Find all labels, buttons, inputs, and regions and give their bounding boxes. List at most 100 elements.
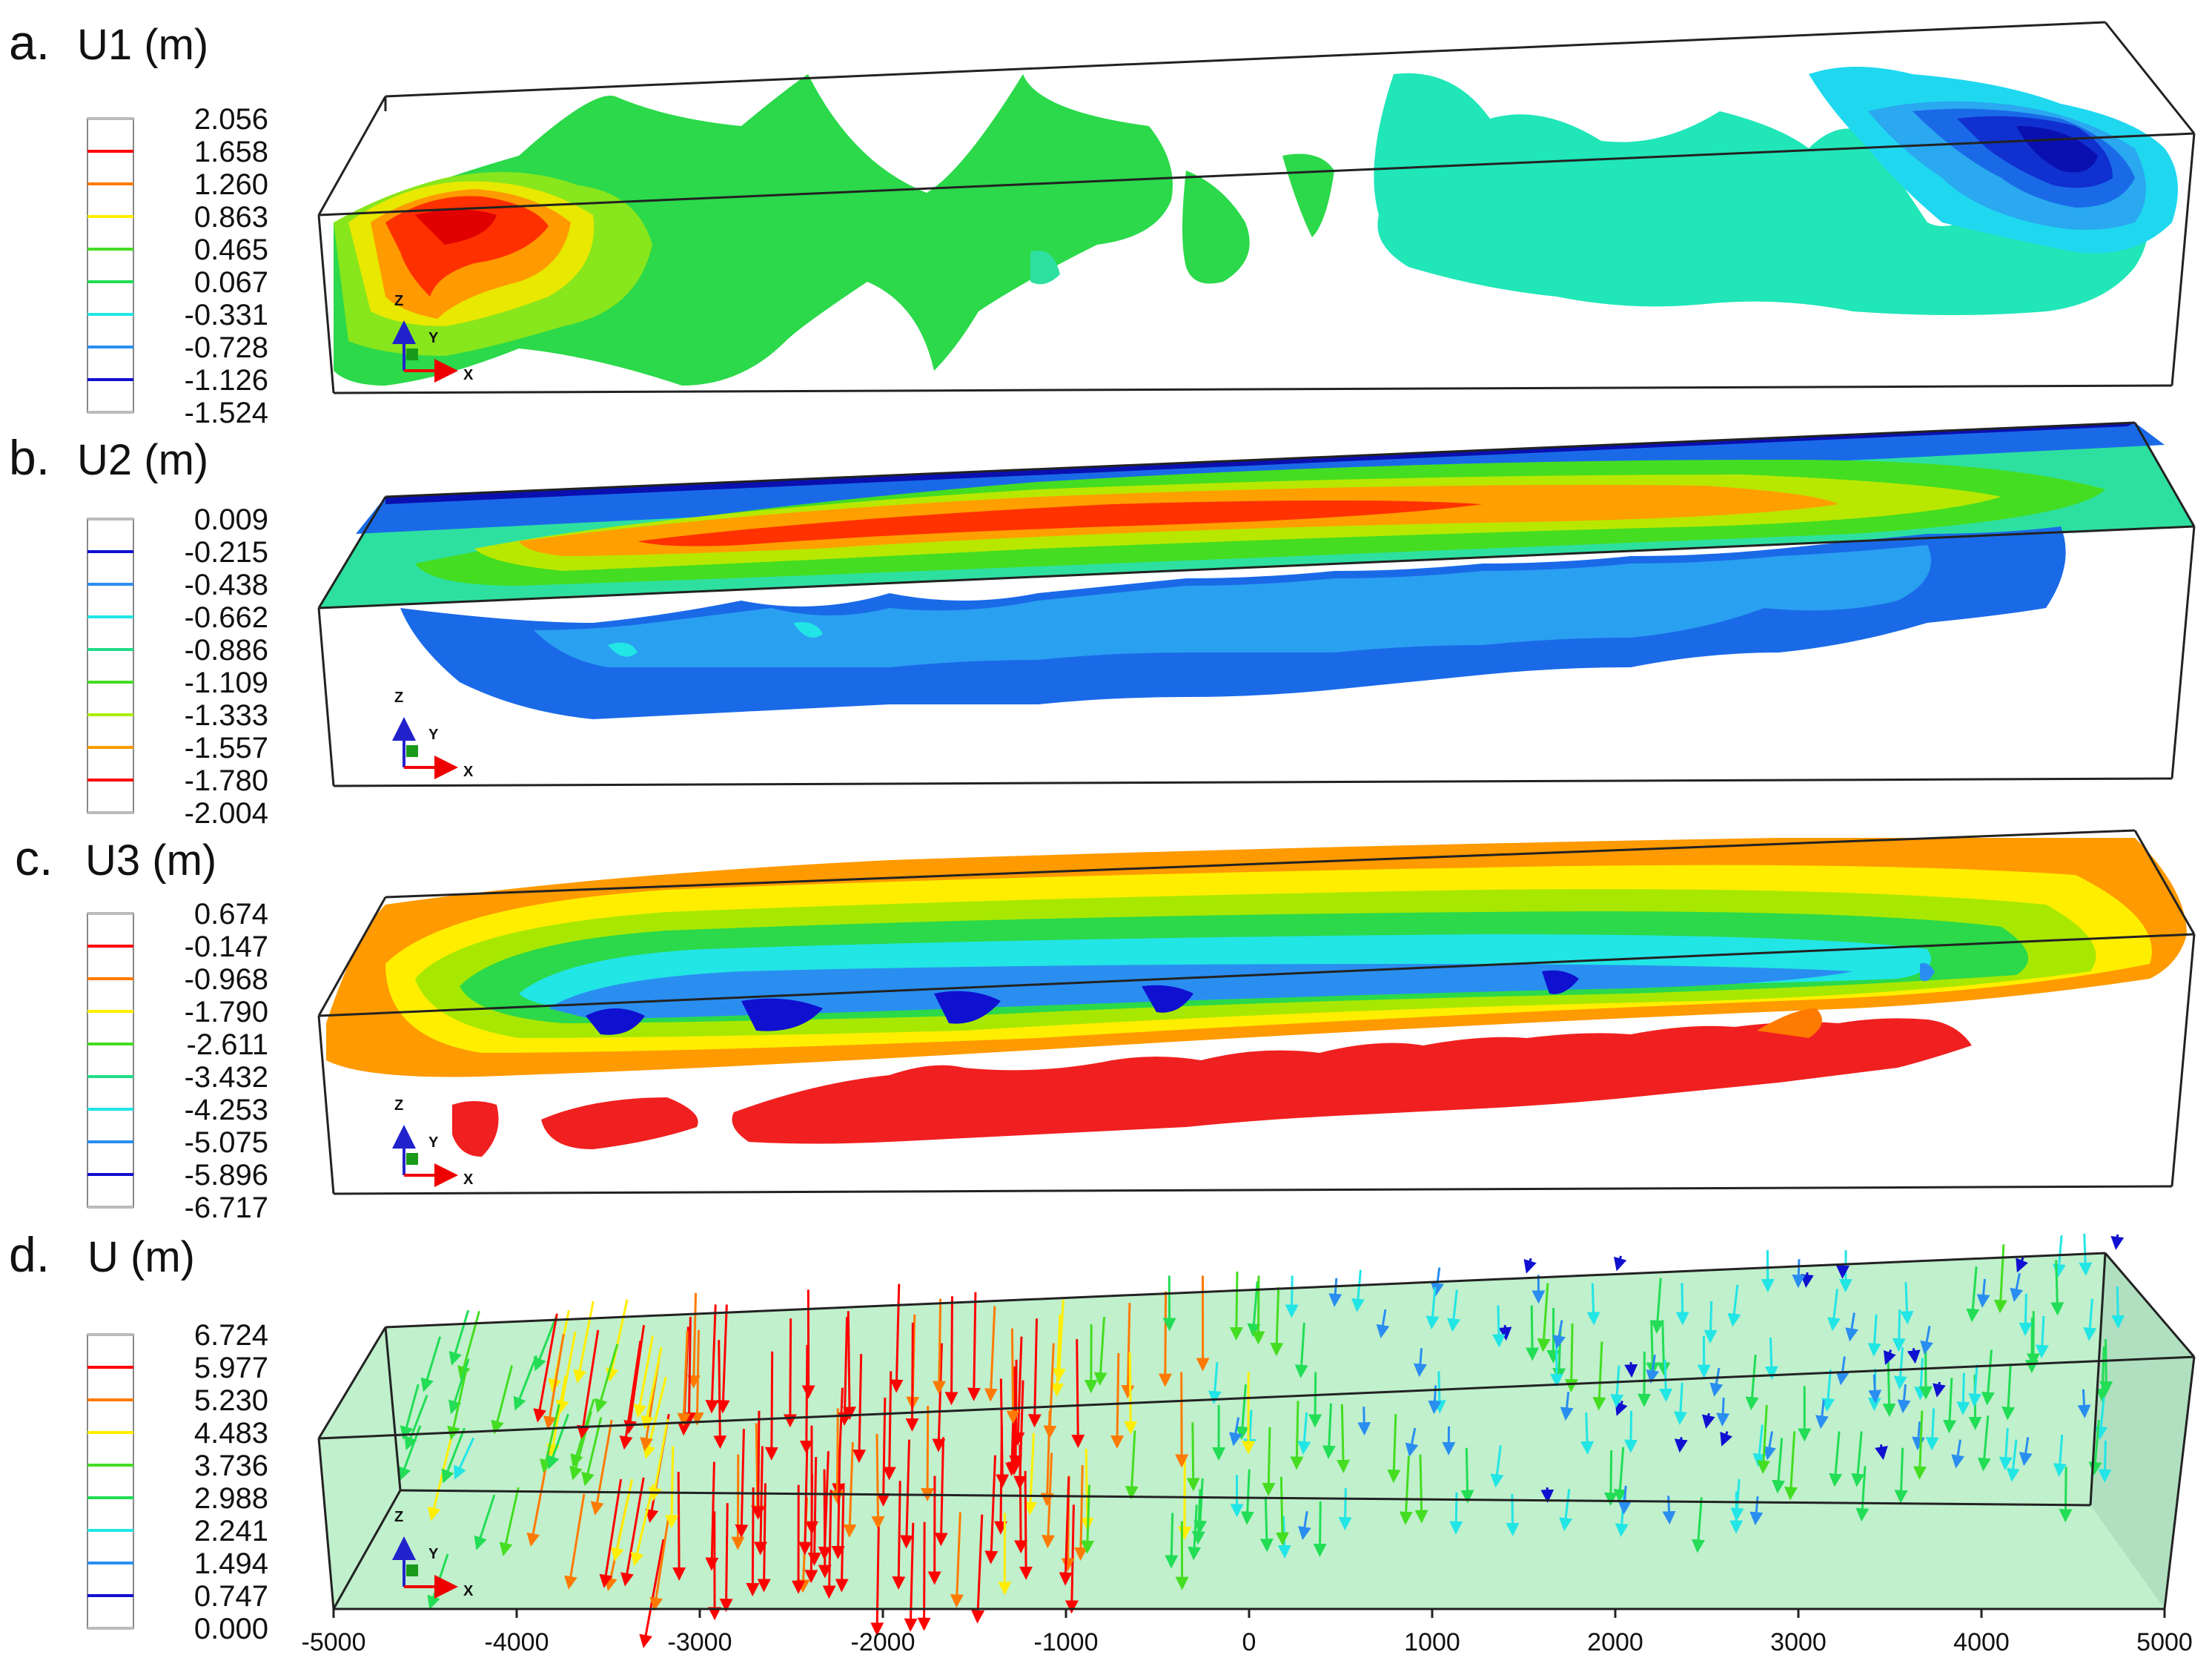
vector-arrow xyxy=(555,1331,577,1414)
vector-arrow xyxy=(665,1446,679,1529)
vector-arrow xyxy=(1080,1448,1094,1531)
vector-arrow xyxy=(1413,1348,1427,1378)
vector-arrow xyxy=(1580,1412,1595,1455)
vector-arrow xyxy=(1059,1476,1073,1586)
vector-arrow xyxy=(2111,1286,2125,1329)
vector-arrow xyxy=(649,1515,670,1611)
vector-arrow xyxy=(1357,1407,1371,1436)
vector-arrow xyxy=(1867,1314,1881,1357)
panel-c-triad: Z Y X xyxy=(392,1097,474,1188)
vector-arrow xyxy=(822,1490,836,1599)
vector-arrow xyxy=(1772,1438,1786,1494)
panel-b-contour xyxy=(319,423,2194,719)
vector-arrow xyxy=(1498,1325,1512,1341)
x-tick-label: -4000 xyxy=(485,1628,549,1656)
vector-arrow xyxy=(1845,1312,1858,1342)
panel-a-legend: 2.0561.6581.2600.8630.4650.067-0.331-0.7… xyxy=(87,103,268,429)
vector-arrow xyxy=(1007,1366,1021,1476)
vector-arrow xyxy=(682,1317,696,1427)
vector-arrow xyxy=(830,1408,844,1504)
vector-arrow xyxy=(2088,1419,2102,1476)
vector-arrow xyxy=(2077,1389,2091,1418)
vector-arrow xyxy=(1431,1267,1444,1297)
vector-arrow xyxy=(1275,1476,1289,1546)
panel-a-letter: a. xyxy=(9,15,50,70)
legend-value: 0.000 xyxy=(194,1613,268,1645)
panel-a-contour xyxy=(334,67,2178,386)
vector-arrow xyxy=(2035,1315,2049,1358)
vector-arrow xyxy=(1882,1361,1896,1418)
panel-b-title: U2 (m) xyxy=(77,436,208,484)
vector-arrow xyxy=(1757,1404,1771,1474)
vector-arrow xyxy=(1720,1430,1733,1447)
triad-x-label: X xyxy=(463,367,474,383)
vector-arrow xyxy=(871,1433,885,1530)
vector-arrow xyxy=(1603,1450,1617,1507)
vector-arrow xyxy=(1236,1384,1249,1441)
vector-arrow xyxy=(1624,1362,1638,1378)
vector-arrow xyxy=(1657,1320,1671,1376)
triad-x-label: X xyxy=(463,764,474,780)
vector-arrow xyxy=(1208,1362,1222,1405)
vector-arrow xyxy=(1073,1465,1087,1562)
vector-arrow xyxy=(2053,1434,2067,1477)
vector-arrow xyxy=(1875,1444,1888,1461)
vector-arrow xyxy=(1925,1408,1939,1451)
vector-arrow xyxy=(1897,1384,1911,1414)
legend-value: 4.483 xyxy=(194,1417,268,1450)
vector-arrow xyxy=(1586,1283,1600,1326)
vector-arrow xyxy=(1285,1275,1299,1318)
vector-arrow xyxy=(1242,1410,1256,1453)
panel-d-letter: d. xyxy=(9,1227,50,1282)
vector-arrow xyxy=(1673,1382,1687,1425)
vector-arrow xyxy=(447,1371,467,1441)
legend-value: 0.747 xyxy=(194,1580,268,1613)
legend-value: 1.658 xyxy=(194,136,268,168)
legend-value: -2.004 xyxy=(185,797,268,830)
vector-arrow xyxy=(1617,1485,1632,1515)
vector-arrow xyxy=(967,1292,981,1401)
vector-arrow xyxy=(640,1346,663,1430)
vector-arrow xyxy=(1449,1492,1463,1535)
panel-b-legend: 0.009-0.215-0.438-0.662-0.886-1.109-1.33… xyxy=(87,503,268,830)
vector-arrow xyxy=(1110,1352,1125,1449)
vector-arrow xyxy=(2052,1235,2066,1278)
legend-value: 0.067 xyxy=(194,266,268,299)
vector-arrow xyxy=(2001,1364,2016,1421)
vector-arrow xyxy=(1745,1355,1759,1411)
vector-arrow xyxy=(1913,1410,1927,1480)
panel-a-box xyxy=(317,21,2196,394)
vector-arrow xyxy=(454,1437,475,1480)
vector-arrow xyxy=(400,1384,420,1440)
legend-value: 0.863 xyxy=(194,201,268,234)
panel-a: a. U1 (m) 2.0561.6581.2600.8630.4650.067… xyxy=(9,15,2196,429)
vector-arrow xyxy=(1900,1282,1914,1325)
vector-arrow xyxy=(1951,1439,1965,1469)
vector-arrow xyxy=(1336,1404,1350,1473)
vector-arrow xyxy=(639,1539,665,1648)
legend-value: 5.977 xyxy=(194,1352,268,1384)
vector-arrow xyxy=(1125,1430,1139,1500)
vector-arrow xyxy=(1387,1414,1401,1484)
vector-arrow xyxy=(649,1418,669,1501)
vector-arrow xyxy=(852,1354,867,1464)
vector-arrow xyxy=(1491,1305,1506,1348)
triad-y-label: Y xyxy=(428,1134,439,1151)
legend-value: 2.988 xyxy=(194,1482,268,1515)
vector-arrow xyxy=(934,1437,948,1547)
vector-arrow xyxy=(581,1417,603,1487)
vector-arrow xyxy=(746,1487,760,1597)
vector-arrow xyxy=(1851,1431,1865,1487)
vector-arrow xyxy=(573,1301,595,1384)
triad-y-label: Y xyxy=(428,330,439,346)
panel-c-box xyxy=(317,829,2196,1195)
vector-arrow xyxy=(1894,1447,1908,1504)
vector-arrow xyxy=(735,1429,749,1539)
x-tick-label: -1000 xyxy=(1034,1628,1099,1656)
vector-arrow xyxy=(1752,1424,1766,1467)
vector-arrow xyxy=(713,1340,727,1450)
x-tick-label: 3000 xyxy=(1770,1628,1827,1656)
vector-arrow xyxy=(783,1318,797,1428)
vector-arrow xyxy=(448,1309,470,1366)
vector-arrow xyxy=(1868,1374,1882,1404)
